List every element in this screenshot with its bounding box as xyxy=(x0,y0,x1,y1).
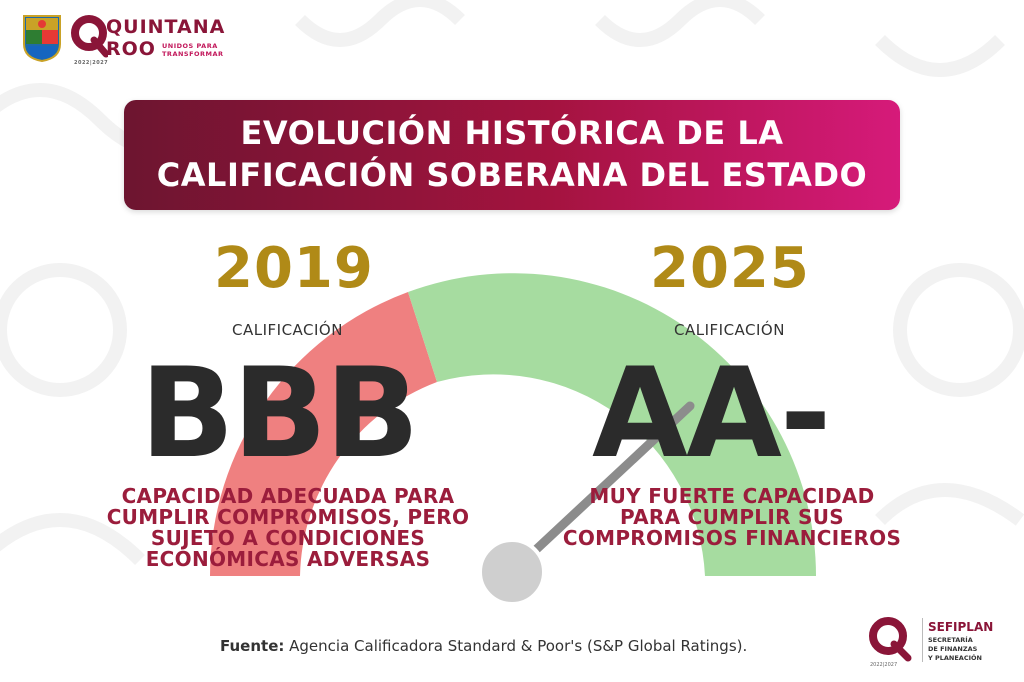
gauge-red-segment xyxy=(210,292,437,576)
gauge-hub xyxy=(478,538,546,606)
logo-divider xyxy=(922,618,923,662)
logo-tagline-2: TRANSFORMAR xyxy=(162,50,224,58)
source-text: Agencia Calificadora Standard & Poor's (… xyxy=(284,637,748,655)
source-note: Fuente: Agencia Calificadora Standard & … xyxy=(220,637,747,655)
description-2019-line: SUJETO A CONDICIONES xyxy=(150,526,426,550)
description-2025-line: MUY FUERTE CAPACIDAD xyxy=(589,484,875,508)
rating-2019: BBB xyxy=(140,342,420,486)
logo-quintana-text: QUINTANA xyxy=(106,16,226,38)
year-2019: 2019 xyxy=(214,236,374,301)
state-shield-logo xyxy=(23,15,61,62)
sefiplan-years: 2022|2027 xyxy=(870,662,898,668)
logo-years: 2022|2027 xyxy=(74,60,109,66)
sefiplan-subtitle-3: Y PLANEACIÓN xyxy=(928,654,982,662)
sefiplan-name: SEFIPLAN xyxy=(928,620,994,634)
description-2025-line: COMPROMISOS FINANCIEROS xyxy=(562,526,902,550)
q-mark-icon xyxy=(869,617,912,662)
calificacion-label-2025: CALIFICACIÓN xyxy=(674,321,785,339)
title-line-2: CALIFICACIÓN SOBERANA DEL ESTADO xyxy=(156,156,868,194)
description-2019: CAPACIDAD ADECUADA PARA CUMPLIR COMPROMI… xyxy=(92,486,484,570)
logo-roo-text: ROO xyxy=(106,38,156,60)
gauge-green-segment xyxy=(408,273,816,576)
description-2025-line: PARA CUMPLIR SUS xyxy=(619,505,845,529)
sefiplan-logo: SEFIPLAN SECRETARÍA DE FINANZAS Y PLANEA… xyxy=(864,612,1014,672)
description-2019-line: CAPACIDAD ADECUADA PARA xyxy=(121,484,455,508)
description-2019-line: CUMPLIR COMPROMISOS, PERO xyxy=(106,505,470,529)
sefiplan-subtitle-2: DE FINANZAS xyxy=(928,645,978,653)
description-2019-line: ECONÓMICAS ADVERSAS xyxy=(145,547,431,571)
gauge-needle xyxy=(507,401,695,577)
title-line-1: EVOLUCIÓN HISTÓRICA DE LA xyxy=(240,114,784,152)
calificacion-label-2019: CALIFICACIÓN xyxy=(232,321,343,339)
logo-tagline-1: UNIDOS PARA xyxy=(162,42,218,50)
title-banner: EVOLUCIÓN HISTÓRICA DE LA CALIFICACIÓN S… xyxy=(124,100,900,210)
q-mark-icon xyxy=(71,15,108,58)
source-label: Fuente: xyxy=(220,637,285,655)
quintana-roo-logo: QUINTANA ROO UNIDOS PARA TRANSFORMAR 202… xyxy=(70,12,240,68)
description-2025: MUY FUERTE CAPACIDAD PARA CUMPLIR SUS CO… xyxy=(548,486,916,549)
rating-2025: AA- xyxy=(592,342,831,486)
sefiplan-subtitle-1: SECRETARÍA xyxy=(928,636,973,644)
year-2025: 2025 xyxy=(650,236,810,301)
